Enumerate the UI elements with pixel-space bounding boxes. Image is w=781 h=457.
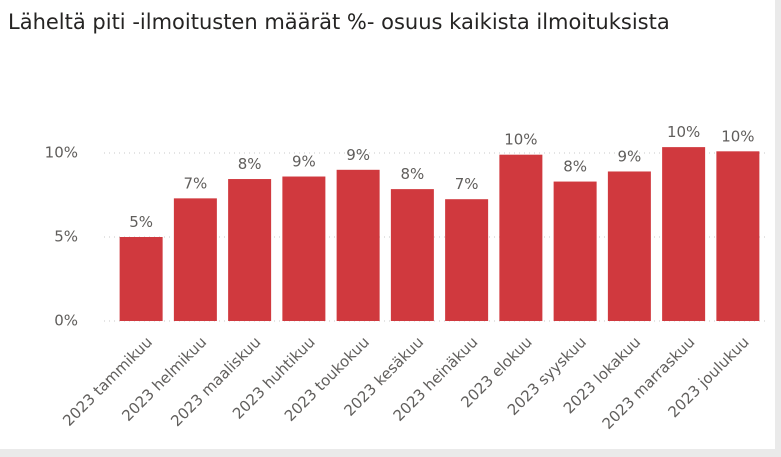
data-label: 10%: [504, 131, 537, 149]
data-label: 8%: [400, 165, 424, 183]
card: Läheltä piti -ilmoitusten määrät %- osuu…: [0, 0, 775, 449]
bar: [119, 237, 163, 321]
data-label: 10%: [667, 123, 700, 141]
x-tick-label: 2023 marraskuu: [599, 333, 699, 433]
data-label: 5%: [129, 213, 153, 231]
bar: [499, 154, 543, 321]
data-label: 9%: [292, 153, 316, 171]
y-tick-label: 5%: [54, 228, 78, 246]
bar: [173, 198, 217, 321]
y-tick-label: 10%: [45, 144, 78, 162]
bar: [282, 176, 326, 321]
data-label: 7%: [455, 175, 479, 193]
data-label: 8%: [563, 158, 587, 176]
bar: [336, 169, 380, 321]
data-label: 7%: [183, 174, 207, 192]
x-tick-label: 2023 tammikuu: [59, 333, 156, 430]
data-label: 10%: [721, 127, 754, 145]
y-tick-label: 0%: [54, 312, 78, 330]
chart-title: Läheltä piti -ilmoitusten määrät %- osuu…: [8, 10, 670, 34]
bar: [553, 181, 597, 321]
data-label: 9%: [617, 147, 641, 165]
bar: [607, 171, 651, 321]
bar: [716, 151, 760, 321]
data-label: 9%: [346, 146, 370, 164]
data-label: 8%: [238, 155, 262, 173]
bar: [390, 189, 434, 321]
bar: [445, 199, 489, 321]
bar: [662, 147, 706, 321]
bar: [228, 179, 272, 321]
